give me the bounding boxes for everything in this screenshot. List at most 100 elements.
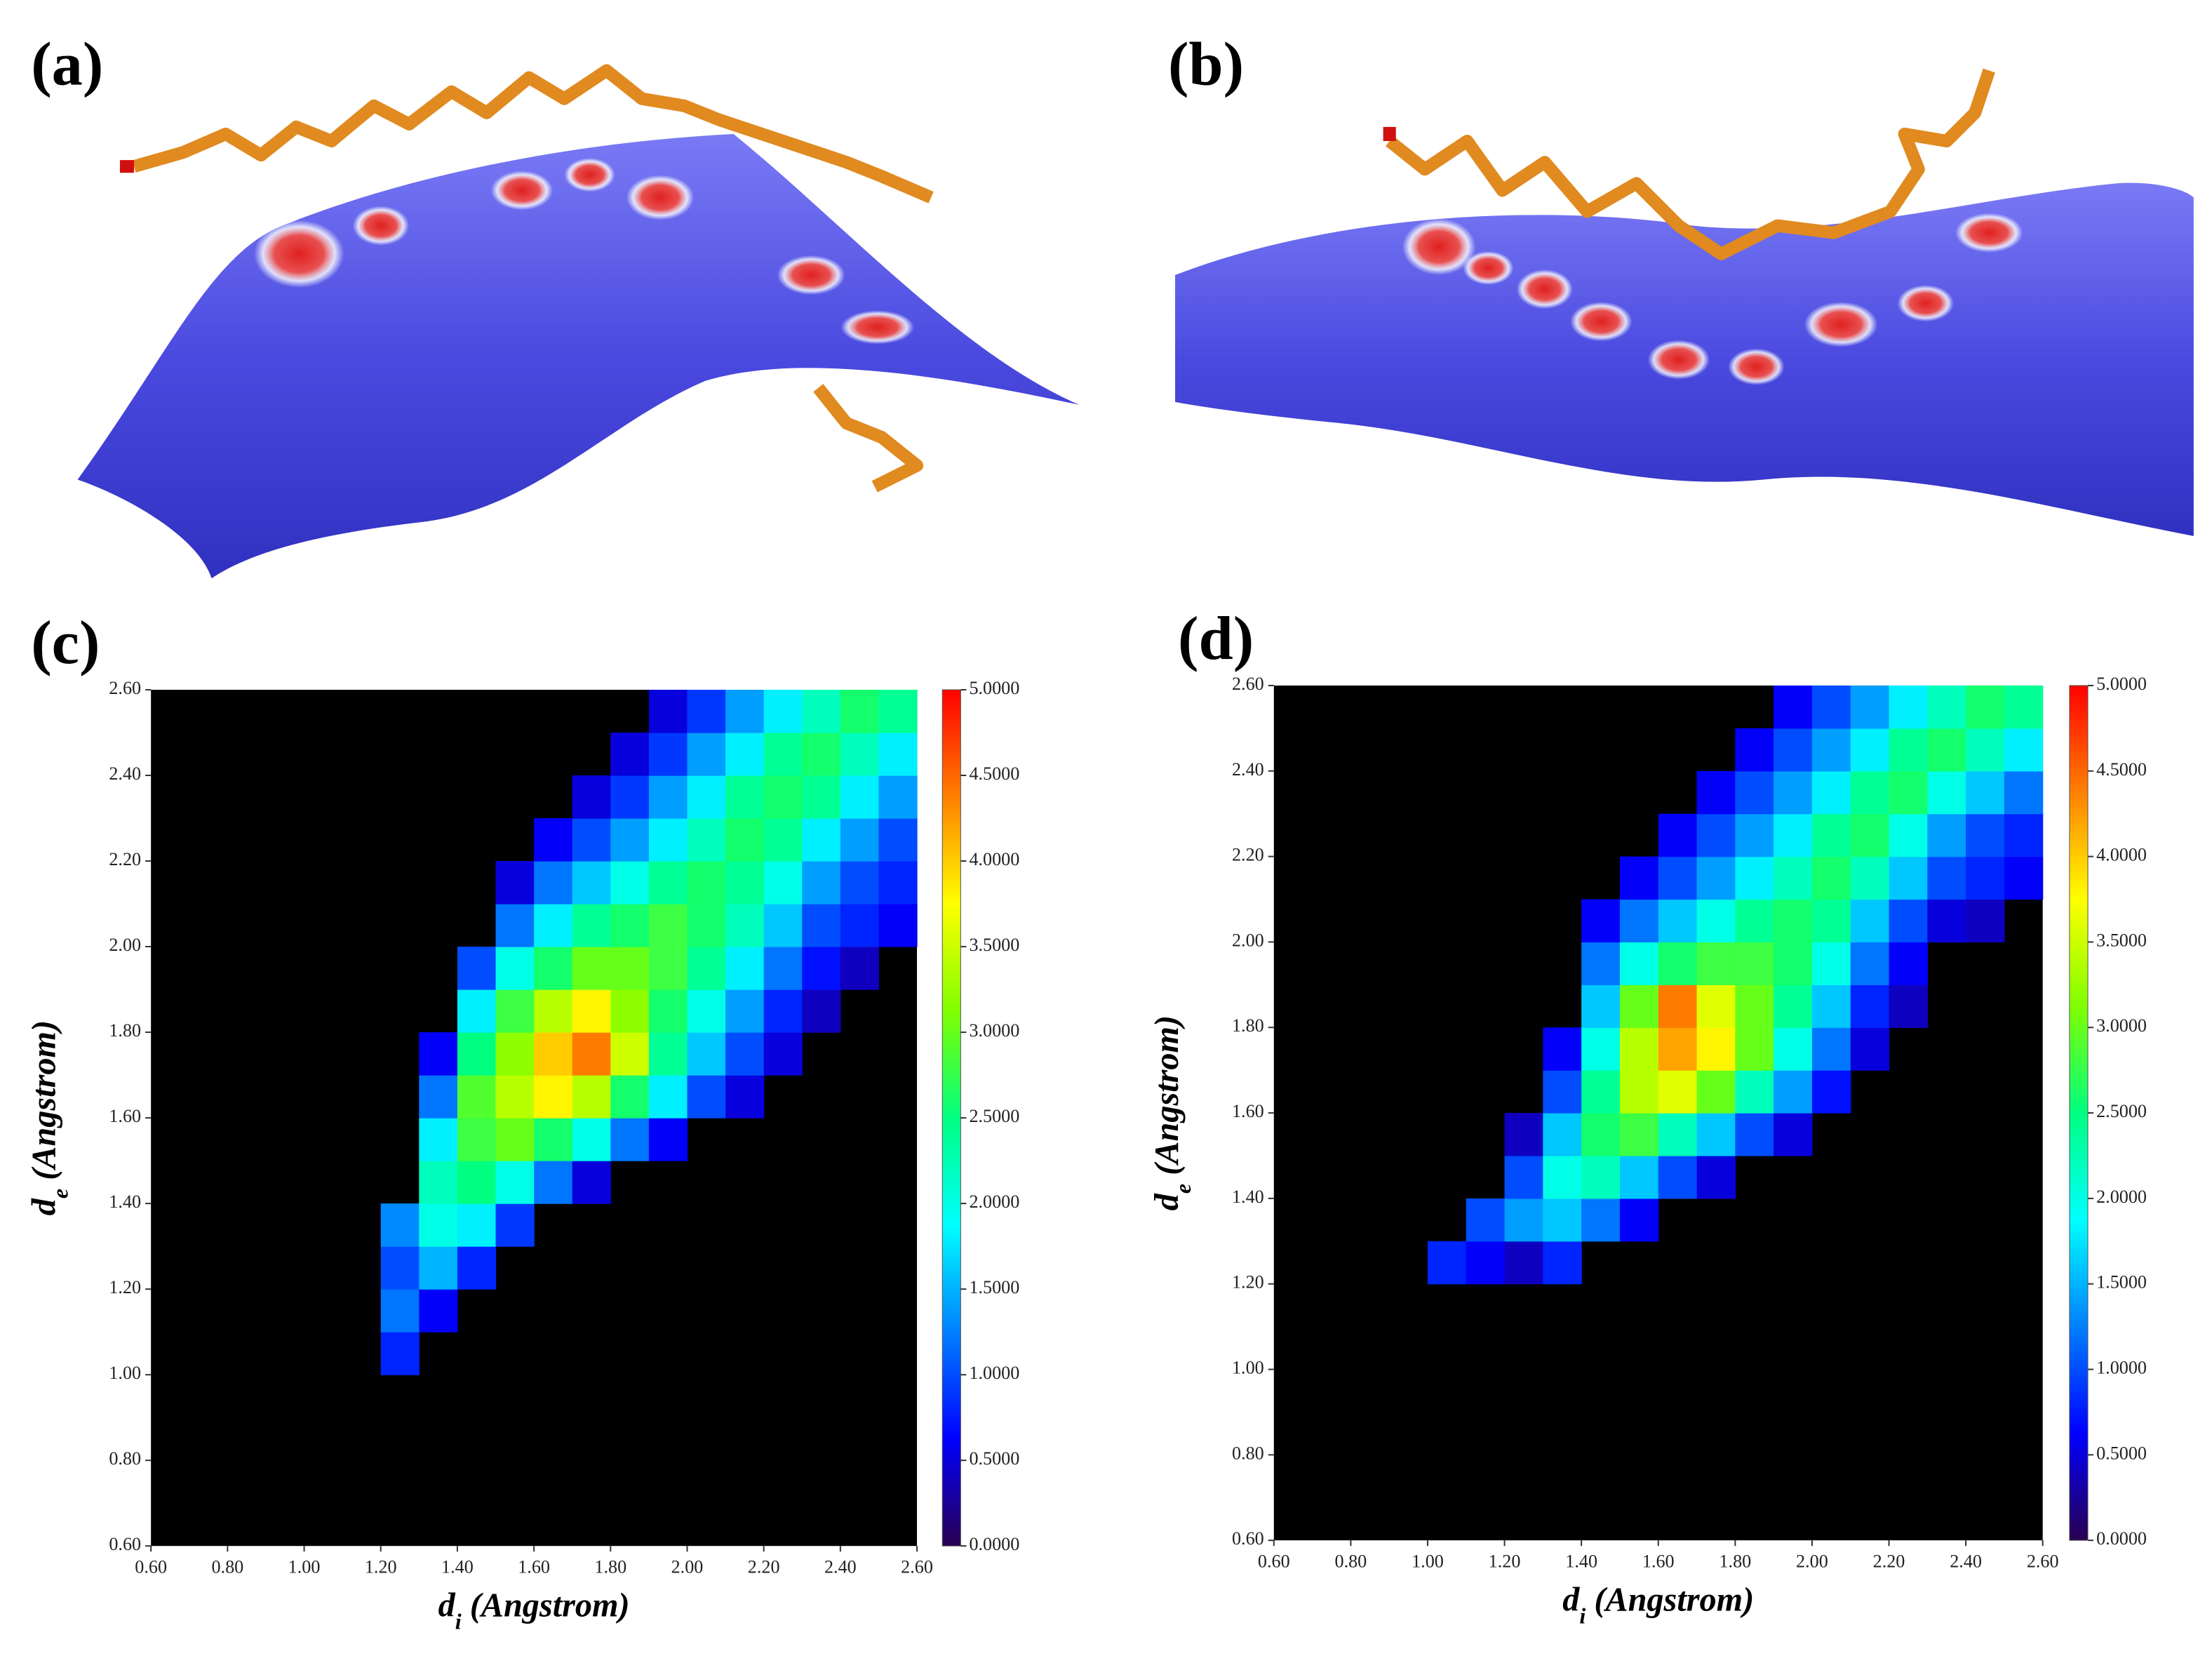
colorbar-tick-label: 3.0000 [969,1020,1019,1041]
density-cell [840,733,880,776]
y-tick-label: 2.00 [109,935,141,955]
density-cell [534,861,573,904]
density-cell [1581,984,1621,1028]
density-cell [534,989,573,1033]
density-cell [840,904,880,947]
density-cell [1696,942,1736,985]
y-tick-label: 2.20 [1232,845,1264,865]
density-cell [1696,899,1736,943]
density-cell [1966,856,2005,900]
density-cell [1927,685,1966,729]
y-tick-label: 1.80 [109,1020,141,1041]
x-tick-label: 0.60 [1258,1551,1290,1571]
x-tick-label: 0.80 [211,1556,243,1577]
density-cell [840,818,880,862]
density-cell [802,861,841,904]
density-cell [687,1075,726,1119]
density-cell [2004,770,2044,815]
colorbar-tick-label: 4.0000 [2096,845,2147,865]
density-cell [572,775,611,819]
density-cell [1774,770,1813,815]
axis-label: de(Angstrom) [1148,1015,1195,1210]
density-cell [1466,1198,1506,1242]
x-tick-label: 2.40 [1950,1551,1982,1571]
density-cell [802,818,841,862]
y-tick-label: 1.00 [1232,1358,1264,1378]
density-cell [2004,856,2044,900]
density-cell [572,1118,611,1161]
density-cell [610,733,650,776]
y-tick-label: 2.00 [1232,930,1264,950]
density-cell [1889,899,1928,943]
density-cell [419,1118,458,1161]
density-cell [1619,856,1659,900]
density-cell [1658,1113,1698,1156]
density-cell [1811,942,1851,985]
density-cell [763,861,803,904]
density-cell [1504,1113,1543,1156]
colorbar-tick-label: 2.5000 [2096,1101,2147,1121]
density-cell [610,861,650,904]
density-cell [878,818,918,862]
density-cell [1658,899,1698,943]
density-cell [1774,1070,1813,1114]
density-cell [648,947,688,990]
density-cell [1581,899,1621,943]
density-cell [648,818,688,862]
density-cell [2004,813,2044,857]
density-cell [687,861,726,904]
density-cell [1774,942,1813,985]
density-cell [1735,1070,1774,1114]
density-cell [419,1161,458,1204]
colorbar-tick-label: 2.0000 [2096,1187,2147,1207]
density-cell [380,1203,420,1247]
density-cell [1619,899,1659,943]
density-cell [1581,1070,1621,1114]
density-cell [1811,813,1851,857]
y-tick-label: 0.80 [1232,1443,1264,1463]
density-cell [534,818,573,862]
density-cell [802,989,841,1033]
density-cell [1774,984,1813,1028]
x-tick-label: 1.00 [1412,1551,1444,1571]
colorbar-tick-label: 3.0000 [2096,1015,2147,1036]
y-tick-label: 2.60 [1232,674,1264,694]
density-cell [1966,685,2005,729]
y-tick-label: 0.60 [1232,1528,1264,1549]
density-cell [610,989,650,1033]
density-cell [610,775,650,819]
density-cell [648,1118,688,1161]
y-tick-label: 2.40 [109,763,141,784]
density-cell [495,1118,535,1161]
density-cell [1658,942,1698,985]
colorbar-tick-label: 2.5000 [969,1106,1019,1126]
density-cell [1735,770,1774,815]
density-cell [725,775,765,819]
density-cell [1811,899,1851,943]
x-tick-label: 1.00 [288,1556,321,1577]
density-cell [2004,728,2044,772]
density-cell [763,733,803,776]
density-cell [1543,1027,1582,1071]
density-cell [725,818,765,862]
density-cell [1735,984,1774,1028]
density-cell [610,818,650,862]
density-cell [648,775,688,819]
density-cell [572,947,611,990]
density-cell [1927,770,1966,815]
density-cell [610,1075,650,1119]
density-cell [648,689,688,733]
colorbar [2069,685,2089,1541]
density-cell [1581,942,1621,985]
colorbar-tick-label: 0.5000 [969,1448,1019,1469]
colorbar-tick-label: 5.0000 [969,678,1019,698]
colorbar-tick-label: 1.0000 [2096,1358,2147,1378]
density-cell [802,947,841,990]
density-cell [878,733,918,776]
x-tick-label: 2.20 [748,1556,780,1577]
density-cell [610,1118,650,1161]
density-cell [763,1032,803,1076]
density-cell [495,1203,535,1247]
density-cell [1735,813,1774,857]
